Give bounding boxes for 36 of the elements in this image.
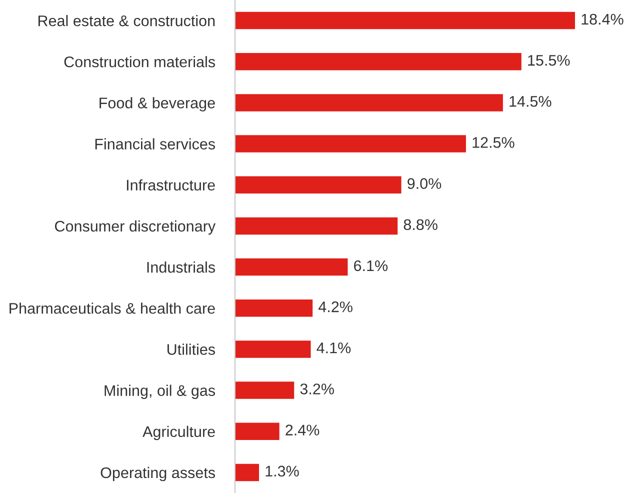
bar bbox=[235, 382, 294, 399]
bar bbox=[235, 94, 503, 112]
bar bbox=[235, 422, 280, 440]
data-label: 2.4% bbox=[286, 424, 320, 436]
bar bbox=[235, 176, 402, 194]
data-label: 9.0% bbox=[408, 178, 442, 189]
data-label: 4.1% bbox=[316, 342, 351, 354]
y-tick-label: Construction materials bbox=[64, 56, 216, 68]
data-label: 8.8% bbox=[404, 219, 438, 230]
data-label: 1.3% bbox=[266, 466, 299, 477]
bar bbox=[235, 217, 398, 235]
y-tick-label: Real estate & construction bbox=[38, 15, 215, 26]
bar bbox=[235, 464, 260, 482]
data-label: 12.5% bbox=[472, 137, 514, 148]
bar bbox=[235, 300, 313, 317]
data-label: 3.2% bbox=[300, 384, 334, 394]
y-tick-label: Industrials bbox=[147, 262, 216, 273]
y-tick-label: Mining, oil & gas bbox=[104, 384, 216, 399]
bar bbox=[235, 135, 466, 152]
bar bbox=[235, 258, 348, 276]
y-tick-label: Infrastructure bbox=[126, 179, 215, 191]
y-tick-label: Utilities bbox=[168, 344, 216, 355]
y-tick-label: Agriculture bbox=[142, 426, 215, 440]
data-label: 15.5% bbox=[528, 54, 570, 66]
y-tick-label: Pharmaceuticals & health care bbox=[10, 302, 215, 314]
data-label: 4.2% bbox=[318, 301, 352, 312]
data-label: 18.4% bbox=[582, 14, 624, 25]
bar bbox=[235, 12, 575, 30]
bar bbox=[235, 340, 311, 358]
bar bbox=[235, 53, 522, 70]
data-label: 14.5% bbox=[510, 96, 552, 107]
y-tick-label: Food & beverage bbox=[100, 97, 215, 112]
data-label: 6.1% bbox=[354, 260, 388, 272]
y-tick-label: Consumer discretionary bbox=[55, 220, 216, 235]
y-tick-label: Financial services bbox=[95, 138, 216, 150]
y-tick-label: Operating assets bbox=[100, 466, 216, 482]
